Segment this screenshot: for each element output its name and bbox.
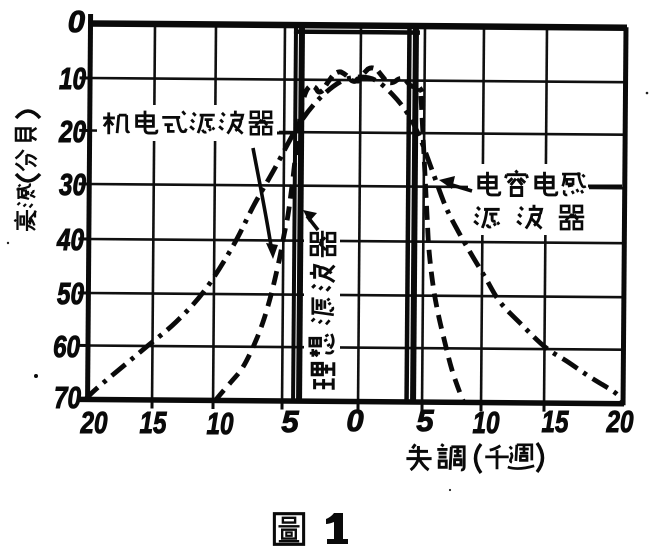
svg-text:60: 60 xyxy=(53,329,80,364)
svg-text:15: 15 xyxy=(542,404,570,439)
svg-text:70: 70 xyxy=(54,380,81,415)
svg-text:5: 5 xyxy=(416,403,434,438)
svg-text:15: 15 xyxy=(140,405,168,440)
svg-text:0: 0 xyxy=(68,4,85,39)
svg-text:30: 30 xyxy=(59,167,86,202)
svg-text:5: 5 xyxy=(281,404,299,439)
svg-text:40: 40 xyxy=(56,222,84,257)
svg-text:20: 20 xyxy=(58,114,86,149)
svg-text:0: 0 xyxy=(346,403,363,438)
svg-text:20: 20 xyxy=(80,405,108,440)
svg-text:10: 10 xyxy=(473,405,500,440)
svg-text:20: 20 xyxy=(606,404,634,439)
svg-text:10: 10 xyxy=(207,406,234,441)
svg-text:50: 50 xyxy=(57,276,84,311)
svg-text:10: 10 xyxy=(59,61,86,96)
